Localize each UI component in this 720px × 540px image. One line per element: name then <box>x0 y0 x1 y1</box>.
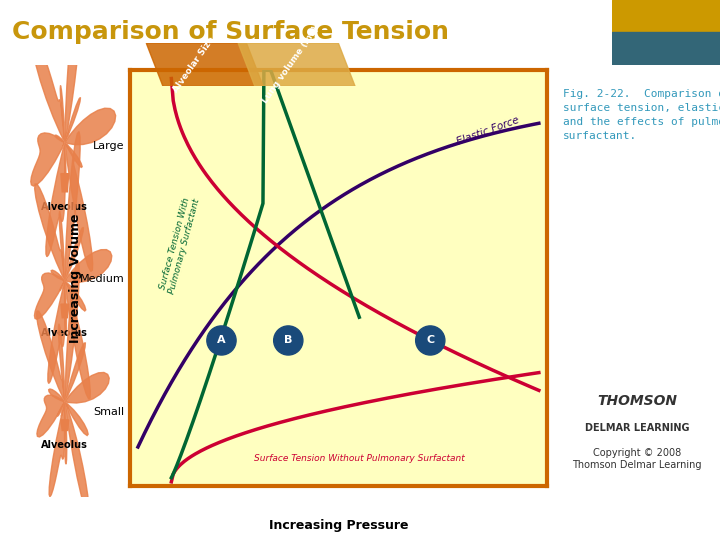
Polygon shape <box>238 43 355 86</box>
Text: C: C <box>426 335 434 346</box>
Text: Surface Tension With
Pulmonary Surfactant: Surface Tension With Pulmonary Surfactan… <box>158 195 202 295</box>
Circle shape <box>207 326 236 355</box>
Text: Lung volume (mL): Lung volume (mL) <box>261 25 320 105</box>
Text: B: B <box>284 335 292 346</box>
Polygon shape <box>35 132 112 399</box>
Bar <box>612 0 720 32</box>
Text: Comparison of Surface Tension: Comparison of Surface Tension <box>12 21 449 44</box>
Circle shape <box>415 326 445 355</box>
Text: Increasing Volume: Increasing Volume <box>69 213 82 343</box>
Polygon shape <box>61 304 68 318</box>
Text: DELMAR LEARNING: DELMAR LEARNING <box>585 423 690 433</box>
Text: Alveolus: Alveolus <box>41 440 89 450</box>
Text: Increasing Pressure: Increasing Pressure <box>269 519 408 532</box>
Text: Fig. 2-22.  Comparison of
surface tension, elastic force,
and the effects of pul: Fig. 2-22. Comparison of surface tension… <box>563 89 720 141</box>
Bar <box>612 32 720 65</box>
Polygon shape <box>31 0 116 272</box>
Text: Copyright © 2008
Thomson Delmar Learning: Copyright © 2008 Thomson Delmar Learning <box>572 448 702 470</box>
Text: Surface Tension Without Pulmonary Surfactant: Surface Tension Without Pulmonary Surfac… <box>254 454 464 463</box>
Text: A: A <box>217 335 226 346</box>
Text: THOMSON: THOMSON <box>597 394 678 408</box>
Text: Alveolar Size: Alveolar Size <box>171 35 217 94</box>
Polygon shape <box>146 43 264 86</box>
Text: Alveolus: Alveolus <box>41 328 89 338</box>
Text: Alveolus: Alveolus <box>41 202 89 212</box>
Circle shape <box>274 326 303 355</box>
Polygon shape <box>37 261 109 512</box>
Text: Elastic Force: Elastic Force <box>455 115 521 147</box>
Polygon shape <box>61 420 68 430</box>
Polygon shape <box>61 174 68 192</box>
